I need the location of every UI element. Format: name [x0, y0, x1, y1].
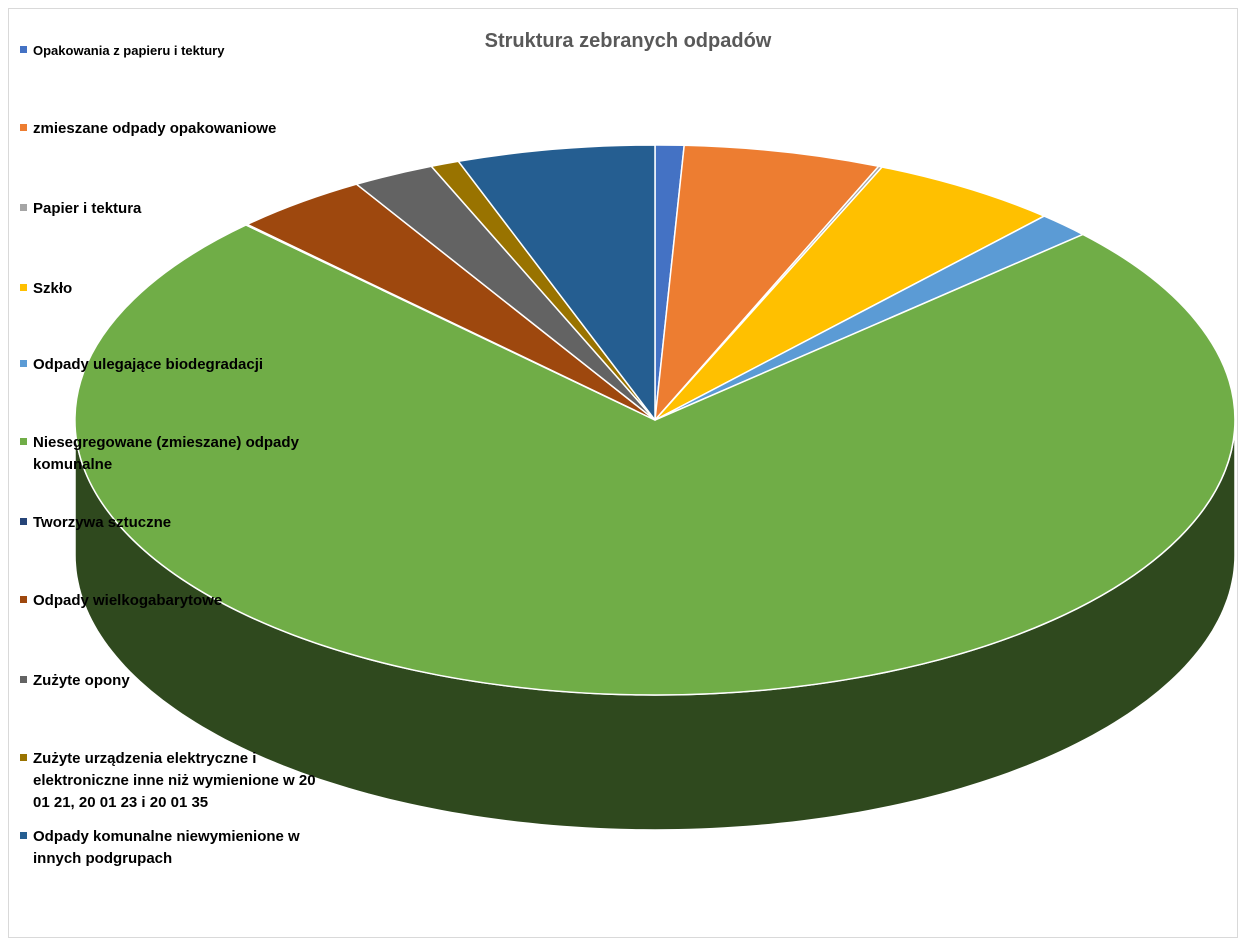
legend-swatch	[20, 754, 27, 761]
legend-item: zmieszane odpady opakowaniowe	[20, 118, 333, 140]
legend: Opakowania z papieru i tektury zmieszane …	[20, 0, 350, 941]
pie-slice	[457, 144, 656, 421]
legend-item: Niesegregowane (zmieszane) odpady komuna…	[20, 432, 333, 476]
legend-swatch	[20, 832, 27, 839]
legend-label: Tworzywa sztuczne	[33, 514, 172, 531]
chart-title: Struktura zebranych odpadów	[484, 30, 772, 52]
legend-label: Opakowania z papieru i tektury	[33, 43, 225, 58]
legend-label: zmieszane odpady opakowaniowe	[33, 120, 277, 137]
pie-slice	[74, 224, 1236, 696]
legend-swatch	[20, 360, 27, 367]
legend-item: Zużyte opony	[20, 670, 333, 692]
legend-label: Papier i tektura	[33, 200, 142, 217]
legend-label: Zużyte urządzenia elektryczne i elektron…	[33, 750, 316, 811]
legend-item: Odpady wielkogabarytowe	[20, 590, 333, 612]
legend-label: Niesegregowane (zmieszane) odpady komuna…	[33, 434, 299, 473]
legend-swatch	[20, 518, 27, 525]
pie-slice	[654, 144, 880, 421]
legend-item: Tworzywa sztuczne	[20, 512, 333, 534]
legend-item: Zużyte urządzenia elektryczne i elektron…	[20, 748, 333, 814]
legend-label: Odpady komunalne niewymienione w innych …	[33, 828, 300, 867]
legend-swatch	[20, 46, 27, 53]
legend-item: Papier i tektura	[20, 198, 333, 220]
legend-swatch	[20, 438, 27, 445]
legend-swatch	[20, 676, 27, 683]
legend-label: Szkło	[33, 280, 73, 297]
legend-label: Odpady ulegające biodegradacji	[33, 356, 264, 373]
legend-swatch	[20, 284, 27, 291]
legend-item: Opakowania z papieru i tektury	[20, 40, 333, 62]
legend-swatch	[20, 596, 27, 603]
legend-item: Odpady komunalne niewymienione w innych …	[20, 826, 333, 870]
legend-item: Szkło	[20, 278, 333, 300]
legend-swatch	[20, 204, 27, 211]
legend-label: Odpady wielkogabarytowe	[33, 592, 223, 609]
legend-label: Zużyte opony	[33, 672, 130, 689]
legend-swatch	[20, 124, 27, 131]
pie-slice	[654, 166, 1045, 421]
legend-item: Odpady ulegające biodegradacji	[20, 354, 333, 376]
